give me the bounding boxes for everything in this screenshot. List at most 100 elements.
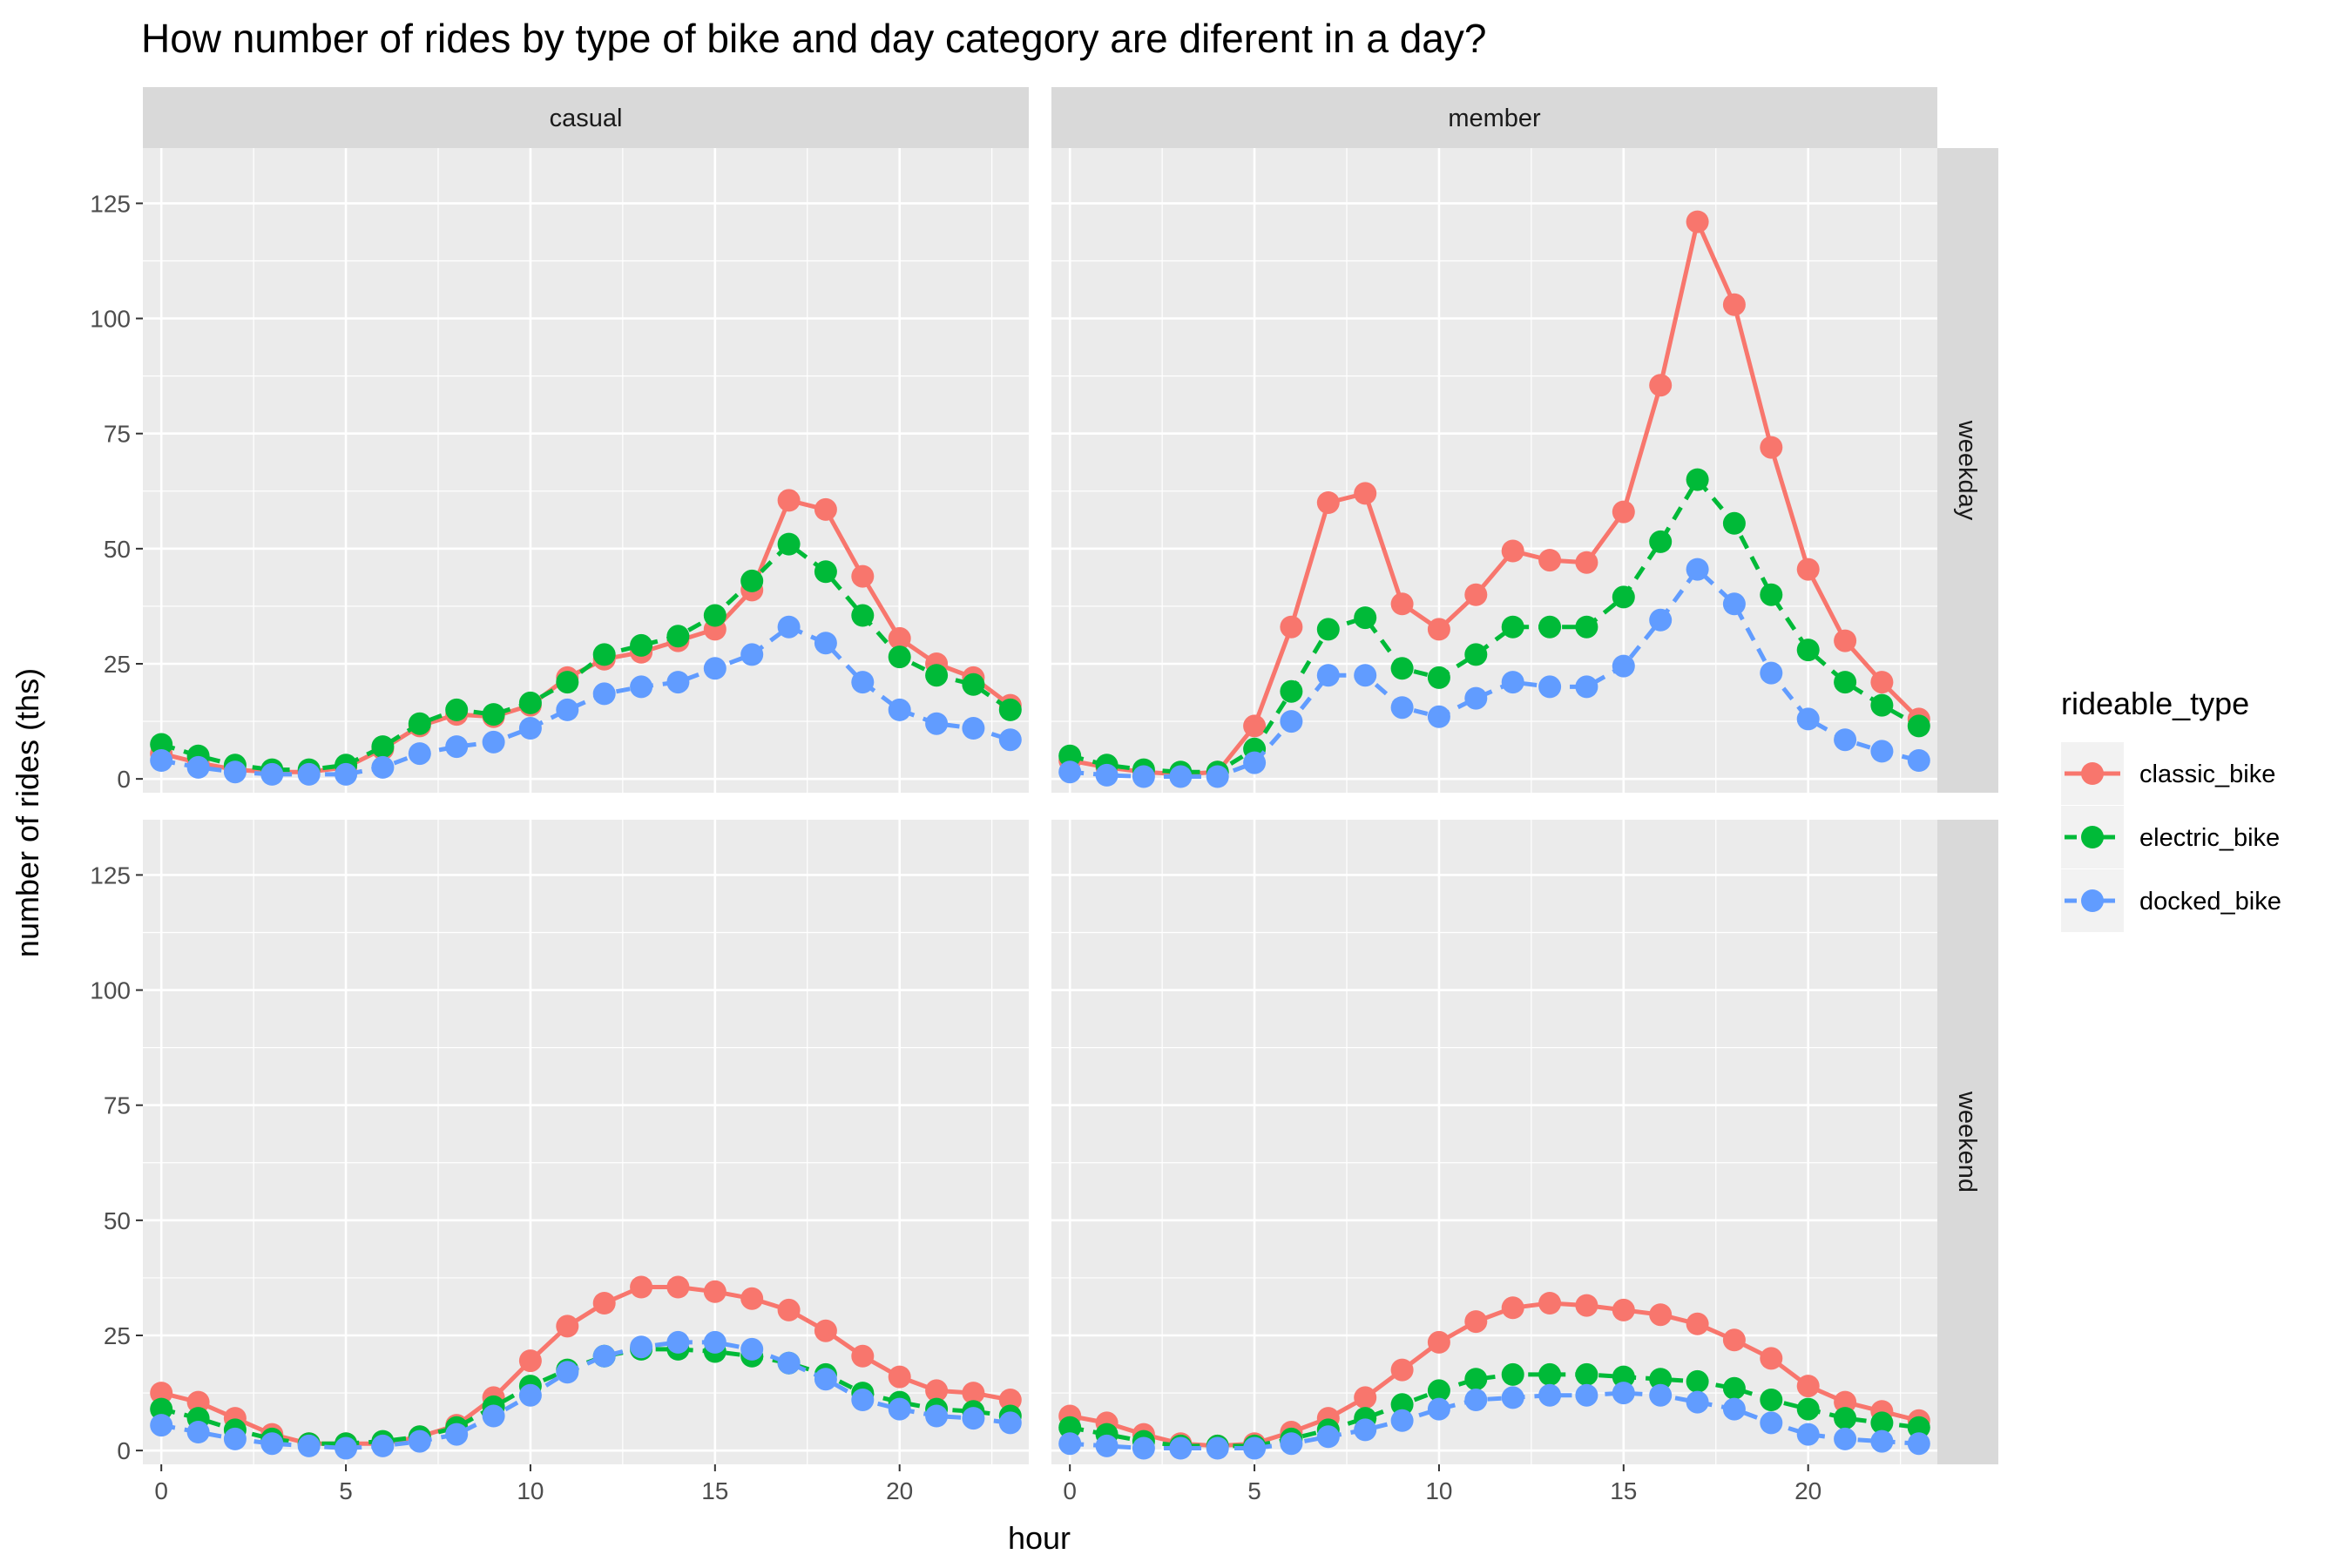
legend-label: docked_bike <box>2139 888 2281 916</box>
data-point <box>740 1337 764 1361</box>
data-point <box>777 615 801 639</box>
data-point <box>1722 1397 1746 1421</box>
data-point <box>1280 615 1303 639</box>
data-point <box>925 1379 949 1402</box>
data-point <box>1243 714 1267 738</box>
data-point <box>1280 679 1303 703</box>
data-point <box>703 657 727 680</box>
data-point <box>371 755 395 779</box>
data-point <box>1575 1294 1598 1317</box>
legend: rideable_type classic_bike electric_bikedo… <box>2061 686 2281 932</box>
data-point <box>1796 1423 1820 1446</box>
data-point <box>1058 1416 1082 1439</box>
data-point <box>556 698 579 721</box>
data-point <box>1501 671 1524 694</box>
data-point <box>1464 1368 1488 1391</box>
data-point <box>1796 1397 1820 1421</box>
data-point <box>851 1344 875 1368</box>
data-point <box>1760 436 1783 459</box>
data-point <box>1575 675 1598 699</box>
series-docked_bike <box>150 1330 1022 1460</box>
data-point <box>777 1351 801 1375</box>
data-point <box>1206 1436 1229 1460</box>
data-point <box>998 1411 1022 1435</box>
data-point <box>1427 705 1450 728</box>
legend-item-electric_bike: electric_bike <box>2061 806 2280 868</box>
data-point <box>740 643 764 666</box>
panel-background <box>143 148 1029 793</box>
panel-member-weekday <box>1051 148 1937 793</box>
data-point <box>1870 671 1894 694</box>
gridlines <box>1051 820 1937 1464</box>
data-point <box>1612 1298 1635 1321</box>
data-point <box>1390 1358 1414 1382</box>
data-point <box>1686 1312 1709 1335</box>
data-point <box>1316 1425 1340 1449</box>
data-point <box>1612 500 1635 524</box>
x-axis-label: hour <box>1008 1520 1071 1556</box>
x-tick-label: 20 <box>1794 1477 1821 1504</box>
data-point <box>1649 1383 1673 1407</box>
facet-column-label: member <box>1448 105 1541 132</box>
data-point <box>1427 618 1450 641</box>
facet-strip-member: member <box>1051 87 1937 148</box>
legend-label: electric_bike <box>2139 824 2280 852</box>
data-point <box>1427 1379 1450 1402</box>
gridlines <box>143 820 1029 1464</box>
data-point <box>703 604 727 627</box>
data-point <box>1649 1303 1673 1327</box>
data-point <box>335 762 358 786</box>
series-docked_bike <box>150 615 1022 786</box>
series-docked_bike <box>1058 558 1930 788</box>
data-point <box>1243 751 1267 774</box>
data-point <box>1870 1429 1894 1453</box>
data-point <box>1354 664 1377 687</box>
data-point <box>1390 1393 1414 1416</box>
data-point <box>740 1287 764 1310</box>
data-point <box>1722 1328 1746 1352</box>
data-point <box>556 671 579 694</box>
data-point <box>925 664 949 687</box>
data-point <box>740 569 764 592</box>
legend-title: rideable_type <box>2061 686 2249 721</box>
data-point <box>371 735 395 759</box>
data-point <box>223 760 247 784</box>
data-point <box>1464 686 1488 710</box>
data-point <box>1612 1365 1635 1389</box>
x-tick-label: 0 <box>1063 1477 1077 1504</box>
data-point <box>888 626 911 650</box>
data-point <box>482 703 505 727</box>
data-point <box>1501 615 1524 639</box>
gridlines <box>143 148 1029 793</box>
data-point <box>1612 654 1635 678</box>
data-point <box>1095 1434 1119 1457</box>
data-point <box>998 728 1022 752</box>
data-point <box>888 1365 911 1389</box>
y-tick-label: 100 <box>90 306 131 333</box>
data-point <box>1132 1436 1155 1460</box>
data-point <box>666 625 690 648</box>
data-point <box>408 712 431 735</box>
y-tick-label: 75 <box>104 421 131 448</box>
data-point <box>1316 618 1340 641</box>
data-point <box>518 1383 542 1407</box>
data-point <box>1834 629 1857 652</box>
data-point <box>1760 661 1783 685</box>
facet-strip-weekend: weekend <box>1937 820 1998 1464</box>
data-point <box>1058 760 1082 784</box>
data-point <box>1390 1409 1414 1432</box>
data-point <box>1169 765 1193 788</box>
data-point <box>150 1382 173 1405</box>
data-point <box>703 1330 727 1354</box>
data-point <box>1427 666 1450 689</box>
data-point <box>814 1319 837 1342</box>
data-point <box>1907 714 1930 738</box>
data-point <box>1538 1383 1562 1407</box>
data-point <box>1538 675 1562 699</box>
data-point <box>851 671 875 694</box>
data-point <box>297 762 321 786</box>
data-point <box>592 1344 616 1368</box>
y-axis-label: number of rides (ths) <box>10 668 45 957</box>
data-point <box>371 1434 395 1457</box>
data-point <box>814 497 837 521</box>
